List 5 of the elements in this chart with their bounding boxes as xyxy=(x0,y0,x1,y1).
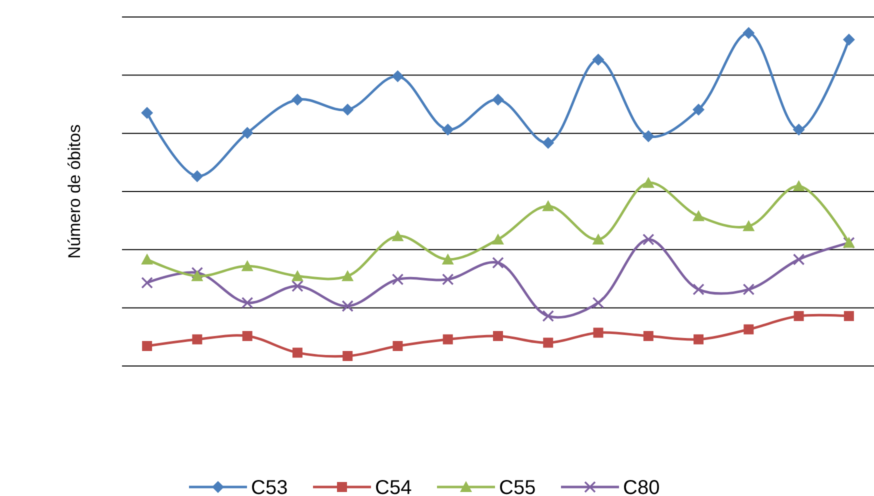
legend-label: C55 xyxy=(499,477,536,496)
legend-label: C53 xyxy=(251,477,288,496)
y-axis-title: Número de óbitos xyxy=(65,124,84,259)
legend-label: C80 xyxy=(623,477,660,496)
legend-label: C54 xyxy=(375,477,412,496)
